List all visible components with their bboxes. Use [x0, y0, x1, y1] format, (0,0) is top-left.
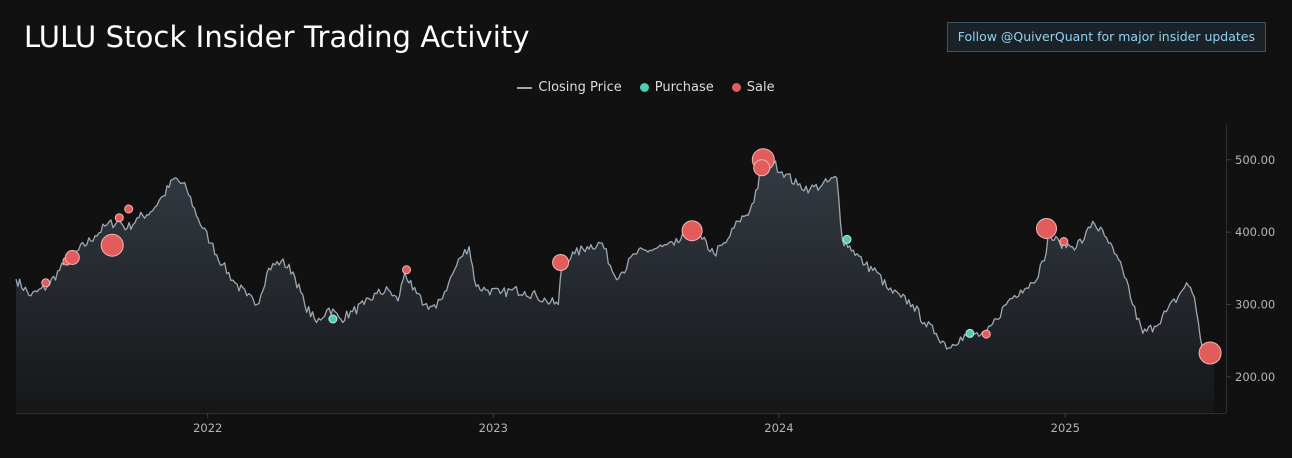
legend-item-closing-price[interactable]: Closing Price	[517, 80, 622, 95]
closing-price-line	[15, 157, 1215, 350]
sale-marker	[681, 220, 703, 242]
sale-marker	[41, 278, 51, 288]
purchase-marker	[965, 328, 975, 338]
y-tick-label: 200.00	[1235, 370, 1275, 384]
y-tick-label: 500.00	[1235, 153, 1275, 167]
purchase-dot-icon	[639, 83, 649, 92]
legend-label-closing-price: Closing Price	[538, 80, 622, 95]
sale-marker	[114, 213, 124, 223]
y-tick-label: 300.00	[1235, 297, 1275, 311]
chart-legend: Closing Price Purchase Sale	[0, 80, 1292, 95]
legend-item-sale[interactable]: Sale	[731, 80, 775, 95]
sale-marker	[124, 204, 134, 214]
line-swatch-icon	[517, 86, 533, 89]
sale-marker	[64, 250, 80, 265]
x-tick-label: 2024	[764, 421, 793, 435]
page-title: LULU Stock Insider Trading Activity	[24, 20, 530, 54]
legend-label-purchase: Purchase	[654, 80, 714, 95]
sale-marker	[981, 329, 991, 339]
sale-marker	[402, 265, 411, 275]
follow-quiverquant-button[interactable]: Follow @QuiverQuant for major insider up…	[946, 22, 1266, 52]
sale-marker	[1059, 237, 1069, 246]
sale-marker	[753, 159, 771, 177]
price-area-fill	[16, 157, 1214, 413]
purchase-marker	[328, 314, 338, 324]
y-tick-label: 400.00	[1235, 225, 1275, 239]
sale-dot-icon	[731, 83, 741, 92]
x-tick-label: 2023	[479, 421, 508, 435]
sale-marker	[1198, 341, 1222, 365]
x-tick-label: 2025	[1051, 421, 1080, 435]
legend-item-purchase[interactable]: Purchase	[639, 80, 714, 95]
sale-marker	[1036, 218, 1057, 239]
sale-marker	[100, 233, 124, 257]
purchase-marker	[842, 234, 852, 244]
x-tick-label: 2022	[193, 421, 222, 435]
sale-marker	[552, 254, 570, 271]
legend-label-sale: Sale	[746, 80, 775, 95]
